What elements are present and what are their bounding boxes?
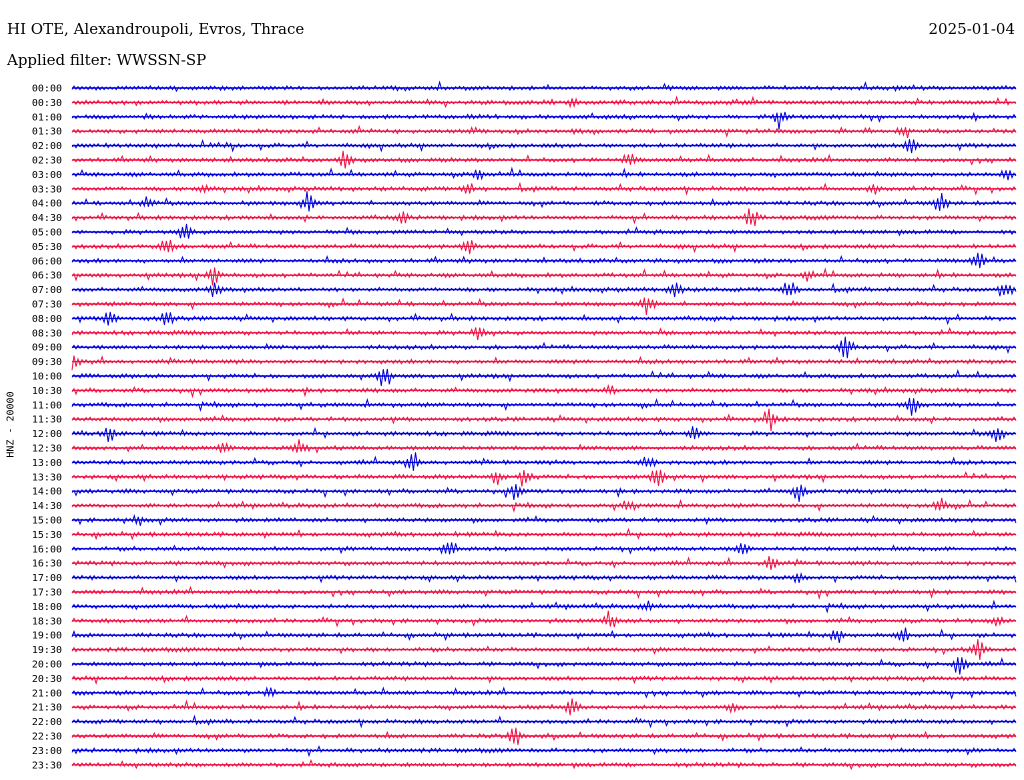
row-time-label: 23:00 [32,746,62,757]
seismic-trace-1100 [71,397,1017,416]
seismic-trace-0830 [71,326,1017,341]
row-time-label: 17:30 [32,588,62,599]
row-time-label: 16:00 [32,544,62,555]
seismic-trace-0930 [71,355,1017,371]
seismic-trace-2330 [71,758,1017,771]
seismic-trace-1830 [71,610,1017,628]
row-time-label: 04:00 [32,199,62,210]
seismic-trace-0100 [71,111,1017,130]
seismic-trace-0400 [71,191,1017,212]
row-time-label: 21:30 [32,703,62,714]
row-time-label: 00:30 [32,98,62,109]
row-time-label: 21:00 [32,688,62,699]
row-time-label: 16:30 [32,559,62,570]
seismic-trace-1000 [71,368,1017,387]
seismic-trace-1500 [71,513,1017,527]
row-time-label: 08:00 [32,314,62,325]
row-time-label: 17:00 [32,573,62,584]
record-date: 2025-01-04 [928,20,1015,38]
row-time-label: 05:30 [32,242,62,253]
row-time-label: 04:30 [32,213,62,224]
row-time-label: 06:00 [32,256,62,267]
row-time-label: 20:30 [32,674,62,685]
row-time-label: 13:00 [32,458,62,469]
row-time-label: 22:00 [32,717,62,728]
row-time-label: 10:00 [32,372,62,383]
seismic-trace-1300 [71,452,1017,471]
row-time-label: 09:30 [32,357,62,368]
station-title: HI OTE, Alexandroupoli, Evros, Thrace [7,20,305,38]
row-time-label: 18:30 [32,616,62,627]
row-time-label: 11:30 [32,415,62,426]
row-time-label: 11:00 [32,400,62,411]
seismic-trace-1400 [71,484,1017,502]
seismic-trace-1030 [71,383,1017,399]
row-time-label: 05:00 [32,228,62,239]
row-time-label: 07:00 [32,285,62,296]
seismic-trace-2000 [71,657,1017,675]
filter-label: Applied filter: WWSSN-SP [7,51,207,69]
seismic-trace-0130 [71,124,1017,139]
row-time-label: 15:00 [32,516,62,527]
seismic-trace-2030 [71,674,1017,685]
row-time-label: 13:30 [32,472,62,483]
row-time-label: 01:30 [32,127,62,138]
row-time-label: 12:00 [32,429,62,440]
row-time-label: 09:00 [32,343,62,354]
row-time-label: 02:30 [32,156,62,167]
seismic-trace-1230 [71,439,1017,454]
row-time-label: 22:30 [32,732,62,743]
seismic-trace-0630 [71,267,1017,286]
seismic-trace-0730 [71,297,1017,316]
row-time-label: 00:00 [32,84,62,95]
row-time-label: 06:30 [32,271,62,282]
row-time-label: 03:30 [32,184,62,195]
row-time-label: 01:00 [32,112,62,123]
row-time-label: 02:00 [32,141,62,152]
row-time-label: 08:30 [32,328,62,339]
row-time-label: 18:00 [32,602,62,613]
seismic-trace-1330 [71,469,1017,487]
row-time-label: 19:30 [32,645,62,656]
seismic-trace-0000 [71,80,1017,93]
row-time-label: 14:00 [32,487,62,498]
row-time-label: 19:00 [32,631,62,642]
row-time-label: 03:00 [32,170,62,181]
row-time-label: 14:30 [32,501,62,512]
row-time-label: 07:30 [32,300,62,311]
row-time-label: 10:30 [32,386,62,397]
row-time-label: 12:30 [32,444,62,455]
row-time-label: 15:30 [32,530,62,541]
seismic-trace-1430 [71,497,1017,513]
row-time-label: 23:30 [32,760,62,771]
row-time-label: 20:00 [32,660,62,671]
